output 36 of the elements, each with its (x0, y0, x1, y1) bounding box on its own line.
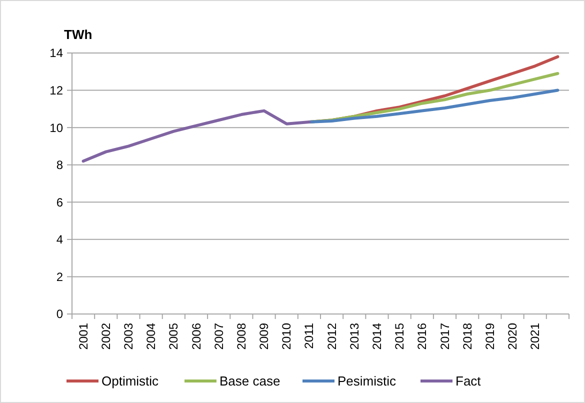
x-tick-label: 2015 (392, 322, 407, 350)
y-tick-label: 4 (56, 232, 64, 247)
x-tick-label: 2008 (234, 322, 248, 350)
y-tick-label: 0 (56, 307, 64, 322)
x-tick-label: 2011 (302, 322, 316, 349)
y-tick-label: 14 (50, 46, 64, 60)
x-tick-label: 2020 (506, 322, 520, 350)
x-tick-label: 2009 (257, 322, 272, 350)
line-series (308, 88, 560, 124)
y-tick-label: 2 (56, 270, 64, 284)
x-tick-label: 2001 (76, 322, 90, 350)
legend-label: Fact (456, 374, 482, 389)
x-tick-label: 2019 (482, 322, 497, 350)
x-tick-label: 2018 (460, 322, 474, 350)
x-tick-label: 2017 (438, 322, 452, 350)
x-tick-label: 2012 (324, 322, 339, 350)
y-tick-label: 12 (50, 83, 64, 98)
y-tick-label: 6 (56, 195, 64, 210)
x-tick-label: 2007 (212, 322, 226, 350)
x-tick-label: 2002 (98, 322, 113, 350)
x-tick-label: 2004 (144, 322, 158, 350)
x-tick-label: 2014 (370, 322, 384, 350)
x-tick-label: 2005 (166, 322, 181, 350)
x-tick-label: 2021 (528, 322, 542, 350)
x-tick-label: 2013 (347, 322, 362, 350)
x-tick-label: 2016 (415, 322, 430, 350)
y-axis-title: TWh (64, 27, 92, 42)
legend-label: Base case (220, 374, 280, 389)
x-tick-label: 2010 (280, 322, 294, 350)
x-tick-label: 2003 (121, 322, 136, 350)
legend-label: Optimistic (102, 374, 160, 389)
x-tick-label: 2006 (189, 322, 204, 350)
legend-label: Pesimistic (338, 374, 397, 389)
line-series (82, 109, 311, 163)
y-tick-label: 10 (50, 120, 64, 135)
y-tick-label: 8 (56, 158, 64, 172)
